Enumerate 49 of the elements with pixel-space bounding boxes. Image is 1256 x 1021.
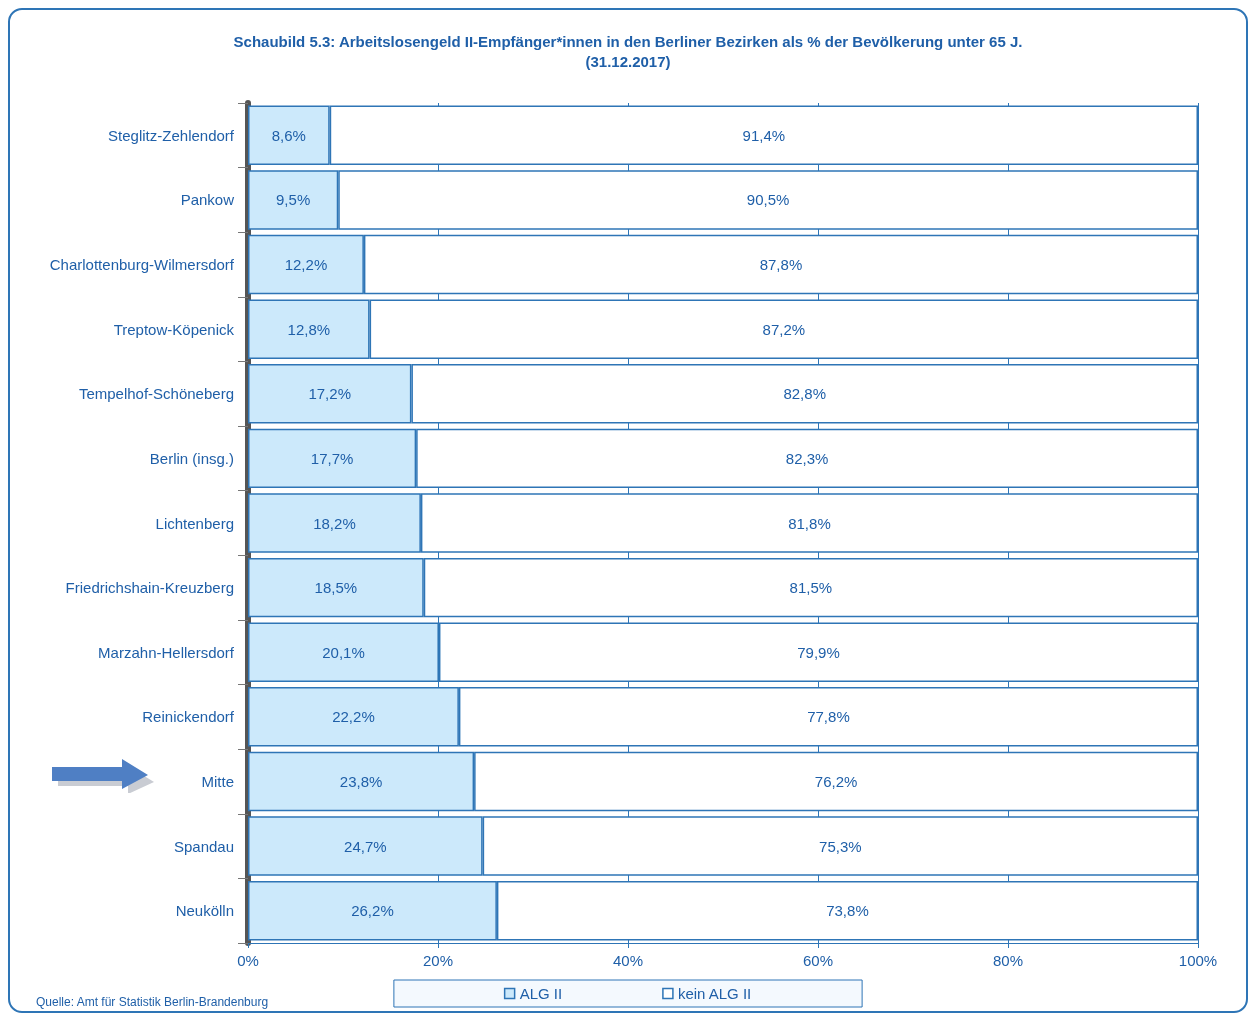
x-tick-label: 20% bbox=[422, 952, 454, 969]
legend-label: kein ALG II bbox=[677, 985, 752, 1002]
x-tick-label: 0% bbox=[237, 952, 259, 969]
data-label: 91,4% bbox=[742, 126, 786, 144]
legend-label: ALG II bbox=[519, 985, 563, 1002]
data-label: 79,9% bbox=[797, 643, 840, 661]
y-tick-label: Friedrichshain-Kreuzberg bbox=[65, 579, 234, 597]
y-tick-label: Marzahn-Hellersdorf bbox=[98, 643, 235, 661]
data-label: 23,8% bbox=[339, 772, 383, 790]
y-tick-label: Mitte bbox=[201, 772, 234, 790]
chart-title: Schaubild 5.3: Arbeitslosengeld II-Empfänger*innen in den Berliner Bezirken als % der Bevölkerung unter 65 J. (31.12.2017) bbox=[233, 32, 1023, 70]
data-label: 87,8% bbox=[759, 256, 803, 274]
data-label: 75,3% bbox=[819, 837, 862, 855]
y-tick-label: Lichtenberg bbox=[155, 514, 234, 532]
x-tick-label: 100% bbox=[1178, 952, 1218, 969]
data-label: 77,8% bbox=[807, 708, 850, 726]
x-tick-label: 80% bbox=[992, 952, 1024, 969]
data-label: 20,1% bbox=[322, 643, 365, 661]
y-tick-label: Neukölln bbox=[175, 902, 234, 920]
data-label: 82,3% bbox=[785, 449, 829, 467]
data-label: 81,5% bbox=[789, 579, 833, 597]
data-label: 12,8% bbox=[287, 320, 331, 338]
y-tick-label: Spandau bbox=[173, 837, 234, 855]
x-tick-label: 40% bbox=[612, 952, 644, 969]
data-label: 24,7% bbox=[344, 837, 387, 855]
source-note: Quelle: Amt für Statistik Berlin-Brandenburg bbox=[36, 995, 269, 1009]
data-label: 9,5% bbox=[276, 191, 311, 209]
y-tick-label: Pankow bbox=[180, 191, 235, 209]
data-label: 82,8% bbox=[783, 385, 826, 403]
y-tick-label: Treptow-Köpenick bbox=[113, 320, 235, 338]
y-tick-label: Steglitz-Zehlendorf bbox=[108, 126, 235, 144]
x-tick-label: 60% bbox=[802, 952, 834, 969]
data-label: 87,2% bbox=[762, 320, 806, 338]
data-label: 8,6% bbox=[271, 126, 306, 144]
data-label: 17,2% bbox=[308, 385, 351, 403]
data-label: 18,5% bbox=[314, 579, 358, 597]
data-label: 12,2% bbox=[284, 256, 328, 274]
data-label: 90,5% bbox=[746, 191, 790, 209]
y-tick-label: Berlin (insg.) bbox=[149, 449, 234, 467]
data-label: 18,2% bbox=[313, 514, 356, 532]
y-tick-label: Charlottenburg-Wilmersdorf bbox=[49, 256, 235, 274]
data-label: 73,8% bbox=[826, 902, 869, 920]
data-label: 81,8% bbox=[788, 514, 831, 532]
data-label: 17,7% bbox=[310, 449, 354, 467]
y-tick-label: Tempelhof-Schöneberg bbox=[78, 385, 234, 403]
y-tick-label: Reinickendorf bbox=[142, 708, 235, 726]
data-label: 22,2% bbox=[332, 708, 375, 726]
data-label: 76,2% bbox=[814, 772, 858, 790]
data-label: 26,2% bbox=[351, 902, 394, 920]
